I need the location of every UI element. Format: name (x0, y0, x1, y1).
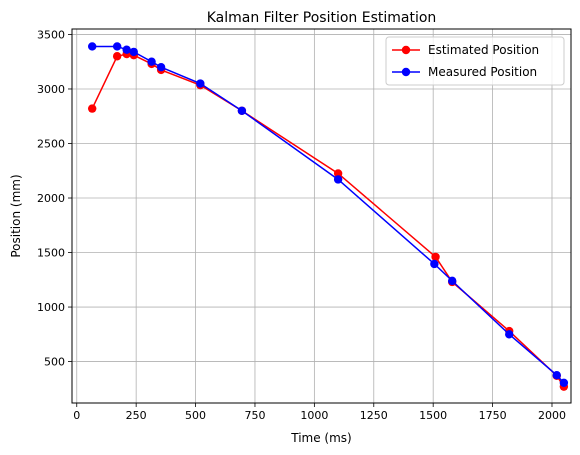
data-point (147, 57, 156, 66)
data-point (447, 276, 457, 286)
legend-item: Estimated Position (392, 43, 539, 57)
x-tick-label: 1250 (360, 409, 388, 422)
data-point (333, 169, 343, 178)
data-point (237, 106, 247, 115)
data-point (112, 42, 122, 51)
data-point (87, 42, 97, 51)
y-axis-label: Position (mm) (9, 174, 23, 257)
legend-item: Measured Position (392, 65, 537, 79)
data-point (156, 62, 166, 72)
y-tick-label: 1000 (37, 301, 65, 314)
ticks: 0 250 500 750 1000 1250 1500 1750 2000 500 1000 150… (37, 28, 566, 422)
y-tick-label: 3500 (37, 28, 65, 41)
data-point (431, 252, 440, 262)
data-point (505, 330, 514, 339)
data-point (129, 47, 138, 57)
legend-label: Estimated Position (428, 43, 539, 57)
data-point (559, 378, 569, 388)
y-tick-label: 2500 (37, 137, 65, 150)
x-tick-label: 500 (185, 409, 206, 422)
x-tick-label: 750 (244, 409, 265, 422)
x-axis-label: Time (ms) (290, 431, 352, 445)
data-point (122, 45, 131, 54)
data-point (112, 52, 122, 61)
data-point (552, 370, 561, 380)
y-tick-label: 3000 (37, 83, 65, 96)
y-tick-label: 2000 (37, 192, 65, 205)
x-tick-label: 0 (73, 409, 80, 422)
legend: Estimated Position Measured Position (385, 36, 565, 86)
x-tick-label: 1750 (479, 409, 507, 422)
data-point (430, 259, 439, 269)
data-point (87, 104, 97, 113)
y-tick-label: 500 (44, 356, 65, 369)
legend-marker (401, 67, 411, 77)
legend-label: Measured Position (428, 65, 537, 79)
x-tick-label: 1500 (419, 409, 447, 422)
x-tick-label: 1000 (300, 409, 328, 422)
x-tick-label: 250 (126, 409, 147, 422)
series-layer (87, 42, 569, 391)
y-tick-label: 1500 (37, 247, 65, 260)
data-point (333, 175, 343, 184)
x-tick-label: 2000 (538, 409, 566, 422)
data-point (196, 79, 205, 88)
grid (72, 29, 571, 403)
legend-box (385, 36, 565, 86)
plot-frame (71, 28, 572, 404)
series-measured (87, 42, 569, 388)
plot-background (72, 29, 571, 403)
legend-marker (401, 45, 411, 55)
chart-title: Kalman Filter Position Estimation (207, 10, 437, 26)
